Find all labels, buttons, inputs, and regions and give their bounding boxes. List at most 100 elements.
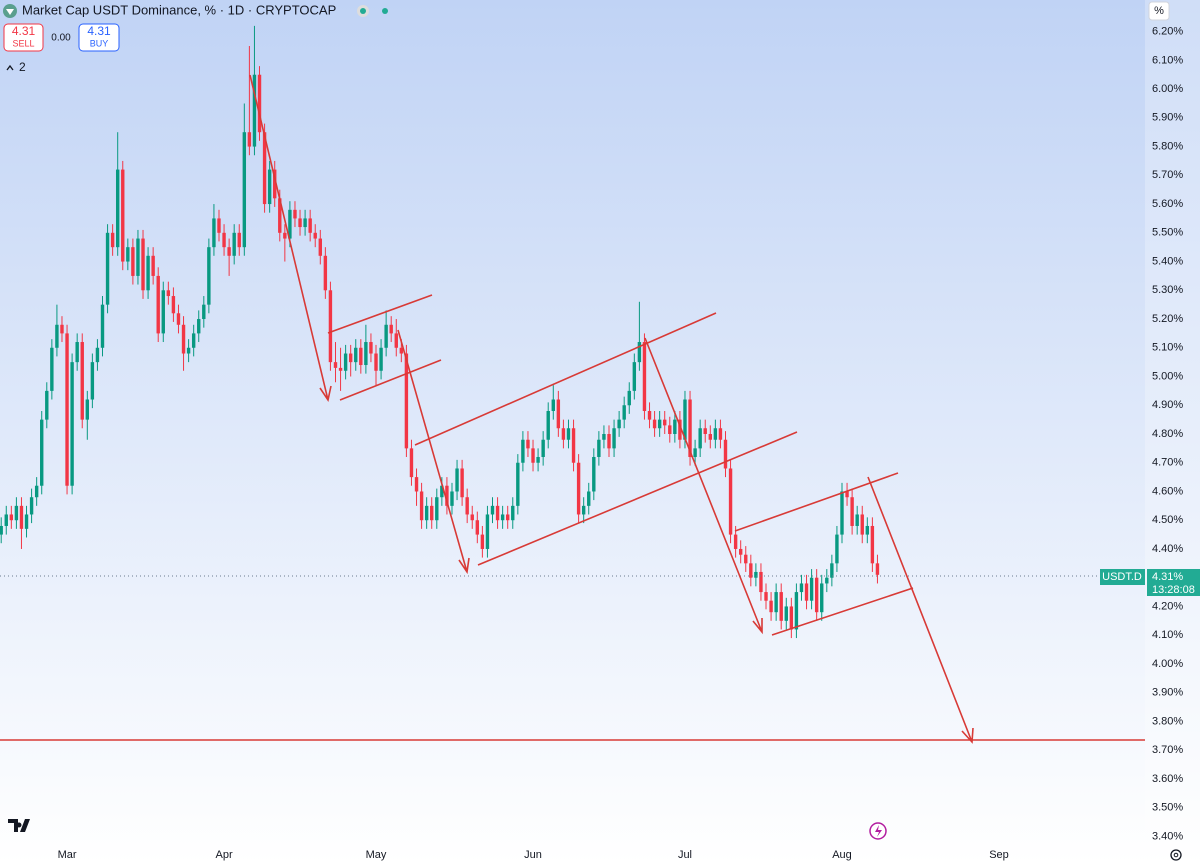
candle-body bbox=[556, 399, 561, 429]
candle-body bbox=[171, 296, 176, 314]
candle-body bbox=[511, 505, 515, 521]
trend-arrow bbox=[249, 74, 332, 403]
last-price: 4.31% bbox=[1152, 571, 1183, 583]
candle-body bbox=[409, 448, 414, 478]
candle-body bbox=[738, 548, 743, 555]
candle-body bbox=[146, 255, 150, 291]
sell-price[interactable]: 4.31 bbox=[12, 24, 36, 38]
candle-body bbox=[60, 324, 64, 334]
candle-body bbox=[855, 514, 859, 526]
drawings bbox=[0, 74, 1145, 744]
candle-body bbox=[0, 525, 3, 535]
candle-body bbox=[744, 554, 748, 564]
candle-body bbox=[283, 232, 287, 239]
candle-body bbox=[242, 132, 247, 248]
indicators-count[interactable]: 2 bbox=[19, 60, 26, 74]
y-axis: 3.40% 3.50% 3.60% 3.70% 3.80% 3.90% 4.00% 4.10%… bbox=[1152, 26, 1183, 843]
candle-body bbox=[657, 419, 662, 429]
candle-body bbox=[267, 169, 272, 205]
candle-body bbox=[860, 514, 864, 535]
candle-body bbox=[830, 563, 834, 578]
candle-body bbox=[364, 342, 368, 366]
candle-body bbox=[754, 571, 758, 578]
y-tick-label: 4.10% bbox=[1152, 629, 1183, 641]
candle-body bbox=[814, 577, 819, 613]
price-axis bbox=[1145, 0, 1200, 864]
candle-body bbox=[288, 209, 292, 239]
candle-body bbox=[759, 571, 763, 593]
candle-body bbox=[632, 362, 637, 391]
candle-body bbox=[19, 505, 24, 529]
settings-icon bbox=[1173, 852, 1179, 858]
candle-body bbox=[75, 342, 79, 363]
candle-body bbox=[607, 433, 611, 449]
candle-body bbox=[870, 525, 875, 564]
candle-body bbox=[612, 428, 616, 449]
trend-arrow bbox=[644, 337, 763, 635]
countdown: 13:28:08 bbox=[1152, 584, 1195, 596]
buy-label[interactable]: BUY bbox=[90, 38, 109, 48]
candle-body bbox=[809, 577, 814, 601]
candle-body bbox=[652, 419, 657, 429]
y-tick-label: 5.70% bbox=[1152, 169, 1183, 181]
candle-body bbox=[561, 428, 566, 440]
y-tick-label: 6.00% bbox=[1152, 83, 1183, 95]
candle-body bbox=[95, 347, 100, 363]
sell-label[interactable]: SELL bbox=[12, 38, 34, 48]
candle-body bbox=[141, 238, 145, 291]
candle-body bbox=[110, 232, 115, 248]
candle-body bbox=[161, 290, 165, 334]
candle-body bbox=[708, 433, 712, 440]
candle-body bbox=[323, 255, 328, 291]
candle-body bbox=[804, 583, 809, 601]
scale-mode-button[interactable] bbox=[1148, 1, 1170, 21]
candle-body bbox=[186, 347, 191, 354]
candle-body bbox=[181, 324, 186, 354]
y-tick-label: 4.00% bbox=[1152, 658, 1183, 670]
buy-button[interactable] bbox=[78, 23, 120, 52]
y-tick-label: 3.80% bbox=[1152, 715, 1183, 727]
collapse-icon[interactable] bbox=[6, 64, 14, 71]
candle-body bbox=[637, 342, 642, 363]
y-tick-label: 4.50% bbox=[1152, 514, 1183, 526]
candle-body bbox=[70, 362, 74, 486]
x-tick-label: Aug bbox=[832, 849, 852, 861]
y-tick-label: 5.00% bbox=[1152, 370, 1183, 382]
y-tick-label: 5.10% bbox=[1152, 342, 1183, 354]
symbol-label: USDT.D bbox=[1102, 571, 1142, 583]
candle-body bbox=[232, 232, 236, 256]
sell-button[interactable] bbox=[3, 23, 44, 52]
x-axis: Mar Apr May Jun Jul Aug Sep bbox=[58, 849, 1009, 861]
trend-arrow bbox=[867, 476, 974, 744]
candle-body bbox=[343, 353, 348, 371]
x-tick-label: Jul bbox=[678, 849, 692, 861]
candle-body bbox=[490, 505, 495, 515]
y-tick-label: 5.50% bbox=[1152, 227, 1183, 239]
candle-body bbox=[546, 411, 550, 440]
candle-body bbox=[399, 347, 404, 354]
candle-body bbox=[227, 247, 231, 256]
scale-mode[interactable]: % bbox=[1154, 5, 1164, 17]
logo[interactable] bbox=[8, 819, 30, 832]
candle-body bbox=[55, 324, 59, 348]
candle-body bbox=[121, 169, 125, 262]
chart-title: Market Cap USDT Dominance, % · 1D · CRYP… bbox=[22, 2, 336, 17]
candle-body bbox=[90, 362, 95, 400]
candle-body bbox=[237, 232, 241, 248]
candle-body bbox=[166, 290, 171, 297]
settings-button[interactable] bbox=[1170, 849, 1182, 861]
last-price-tag bbox=[1147, 569, 1200, 596]
x-tick-label: Apr bbox=[215, 849, 232, 861]
candle-body bbox=[592, 456, 596, 492]
candle-body bbox=[131, 247, 135, 276]
candle-body bbox=[733, 534, 738, 549]
candle-body bbox=[602, 433, 606, 440]
candle-body bbox=[698, 428, 702, 449]
candle-body bbox=[495, 505, 500, 521]
candle-body bbox=[252, 74, 257, 147]
buy-price[interactable]: 4.31 bbox=[87, 24, 111, 38]
candle-body bbox=[835, 534, 839, 564]
x-tick-label: Jun bbox=[524, 849, 542, 861]
plot-area bbox=[0, 25, 880, 639]
